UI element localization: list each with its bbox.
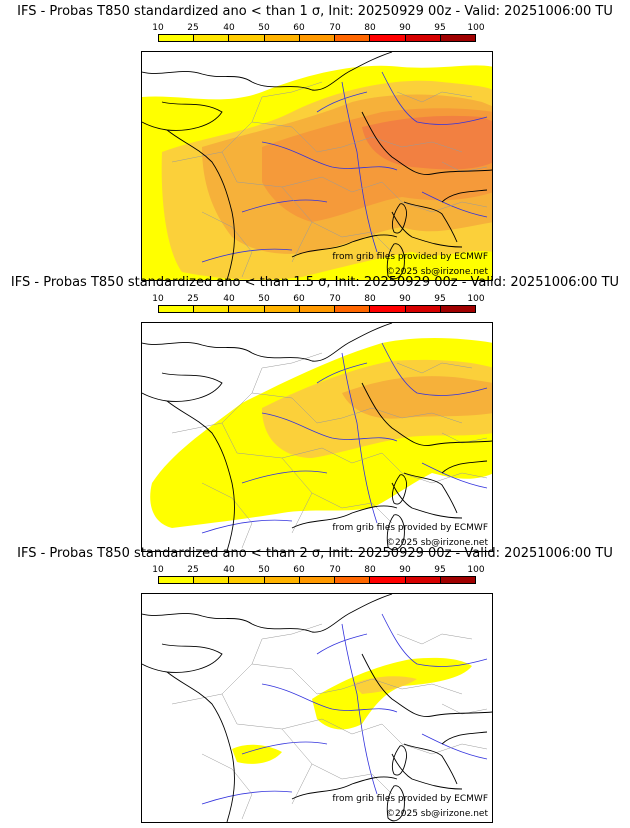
prob-area-40 xyxy=(342,376,492,419)
legend-tick: 50 xyxy=(258,23,270,33)
legend-swatch xyxy=(264,306,300,312)
legend-swatch xyxy=(405,306,441,312)
legend-ticks: 10 25 40 50 60 70 80 90 95 100 xyxy=(152,565,484,577)
copyright-credit: ©2025 sb@irizone.net xyxy=(386,267,488,277)
legend-swatch xyxy=(335,35,371,41)
legend-tick: 70 xyxy=(329,565,341,575)
legend-tick: 90 xyxy=(399,294,411,304)
legend-swatch xyxy=(159,306,195,312)
legend-swatch xyxy=(159,577,195,583)
legend-tick: 80 xyxy=(364,294,376,304)
legend-tick: 95 xyxy=(434,23,446,33)
legend-tick: 60 xyxy=(293,294,305,304)
probability-map: from grib files provided by ECMWF ©2025 … xyxy=(141,51,493,281)
legend-colorbar xyxy=(158,305,476,313)
legend-swatch xyxy=(194,306,230,312)
colorbar-legend: 10 25 40 50 60 70 80 90 95 100 xyxy=(152,565,485,591)
prob-area-25 xyxy=(352,676,417,694)
legend-tick: 100 xyxy=(467,294,485,304)
legend-tick: 10 xyxy=(152,294,164,304)
prob-area-10 xyxy=(232,744,282,764)
legend-tick: 90 xyxy=(399,565,411,575)
legend-swatch xyxy=(370,306,406,312)
legend-ticks: 10 25 40 50 60 70 80 90 95 100 xyxy=(152,23,484,35)
legend-swatch xyxy=(370,35,406,41)
legend-tick: 10 xyxy=(152,23,164,33)
legend-swatch xyxy=(335,306,371,312)
legend-tick: 50 xyxy=(258,294,270,304)
legend-colorbar xyxy=(158,34,476,42)
legend-tick: 40 xyxy=(223,23,235,33)
legend-tick: 40 xyxy=(223,294,235,304)
legend-tick: 25 xyxy=(187,565,199,575)
legend-swatch xyxy=(440,577,475,583)
legend-ticks: 10 25 40 50 60 70 80 90 95 100 xyxy=(152,294,484,306)
legend-swatch xyxy=(299,577,336,583)
legend-colorbar xyxy=(158,576,476,584)
legend-tick: 40 xyxy=(223,565,235,575)
legend-swatch xyxy=(264,35,300,41)
legend-swatch xyxy=(405,35,441,41)
source-credit: from grib files provided by ECMWF xyxy=(332,523,488,533)
source-credit: from grib files provided by ECMWF xyxy=(332,794,488,804)
panel-title: IFS - Probas T850 standardized ano < tha… xyxy=(17,4,613,19)
legend-swatch xyxy=(440,306,475,312)
legend-tick: 95 xyxy=(434,565,446,575)
legend-swatch xyxy=(229,306,265,312)
legend-tick: 95 xyxy=(434,294,446,304)
legend-tick: 50 xyxy=(258,565,270,575)
panel-1-5sigma: IFS - Probas T850 standardized ano < tha… xyxy=(0,275,630,552)
legend-tick: 80 xyxy=(364,23,376,33)
legend-swatch xyxy=(194,35,230,41)
legend-swatch xyxy=(194,577,230,583)
legend-tick: 80 xyxy=(364,565,376,575)
panel-2sigma: IFS - Probas T850 standardized ano < tha… xyxy=(0,546,630,823)
legend-swatch xyxy=(299,306,336,312)
legend-swatch xyxy=(335,577,371,583)
probability-map: from grib files provided by ECMWF ©2025 … xyxy=(141,322,493,552)
map-graphic xyxy=(142,323,492,551)
legend-swatch xyxy=(370,577,406,583)
legend-swatch xyxy=(159,35,195,41)
legend-swatch xyxy=(229,577,265,583)
map-graphic xyxy=(142,594,492,822)
legend-tick: 60 xyxy=(293,565,305,575)
legend-tick: 70 xyxy=(329,23,341,33)
legend-swatch xyxy=(229,35,265,41)
legend-swatch xyxy=(440,35,475,41)
legend-tick: 100 xyxy=(467,565,485,575)
copyright-credit: ©2025 sb@irizone.net xyxy=(386,538,488,548)
copyright-credit: ©2025 sb@irizone.net xyxy=(386,809,488,819)
legend-tick: 60 xyxy=(293,23,305,33)
legend-tick: 70 xyxy=(329,294,341,304)
legend-swatch xyxy=(264,577,300,583)
panel-title: IFS - Probas T850 standardized ano < tha… xyxy=(17,546,613,561)
legend-tick: 90 xyxy=(399,23,411,33)
panel-title: IFS - Probas T850 standardized ano < tha… xyxy=(10,275,620,290)
legend-tick: 100 xyxy=(467,23,485,33)
panel-1sigma: IFS - Probas T850 standardized ano < tha… xyxy=(0,4,630,281)
colorbar-legend: 10 25 40 50 60 70 80 90 95 100 xyxy=(152,23,485,49)
legend-tick: 10 xyxy=(152,565,164,575)
colorbar-legend: 10 25 40 50 60 70 80 90 95 100 xyxy=(152,294,485,320)
probability-map: from grib files provided by ECMWF ©2025 … xyxy=(141,593,493,823)
legend-tick: 25 xyxy=(187,294,199,304)
prob-area-10 xyxy=(312,657,472,730)
map-graphic xyxy=(142,52,492,280)
legend-swatch xyxy=(299,35,336,41)
legend-swatch xyxy=(405,577,441,583)
source-credit: from grib files provided by ECMWF xyxy=(332,252,488,262)
legend-tick: 25 xyxy=(187,23,199,33)
